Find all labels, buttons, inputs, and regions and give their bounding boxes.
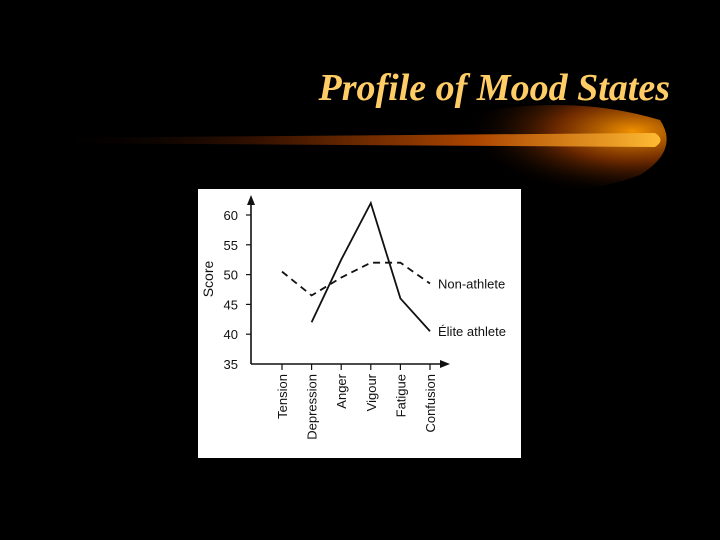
chart-panel: 35 40 45 50 55 60 Tension Depression Anger Vigou… bbox=[198, 189, 521, 458]
swoosh-bar bbox=[40, 133, 661, 147]
x-axis-arrow bbox=[440, 360, 450, 368]
x-tick-label: Anger bbox=[334, 373, 349, 408]
series-labels: Non-athlete Élite athlete bbox=[438, 277, 506, 340]
series-label: Élite athlete bbox=[438, 324, 506, 339]
x-tick-label: Tension bbox=[275, 374, 290, 419]
y-tick-label: 35 bbox=[224, 357, 238, 372]
series-line-elite-athlete bbox=[310, 200, 431, 332]
y-tick-label: 60 bbox=[224, 208, 238, 223]
chart-axes bbox=[247, 195, 450, 368]
slide-title: Profile of Mood States bbox=[318, 67, 670, 109]
y-axis-arrow bbox=[247, 195, 255, 205]
series-lines bbox=[281, 200, 431, 332]
x-tick-label: Confusion bbox=[423, 374, 438, 433]
series-line-non-athlete bbox=[281, 261, 431, 297]
x-tick-label: Fatigue bbox=[393, 374, 408, 417]
swoosh-glow bbox=[440, 105, 667, 193]
y-tick-label: 40 bbox=[224, 327, 238, 342]
mood-profile-chart: 35 40 45 50 55 60 Tension Depression Anger Vigou… bbox=[200, 195, 506, 440]
x-tick-label: Depression bbox=[305, 374, 320, 440]
series-label: Non-athlete bbox=[438, 277, 505, 292]
y-tick-label: 45 bbox=[224, 297, 238, 312]
x-ticks: Tension Depression Anger Vigour Fatigue Confu… bbox=[275, 364, 438, 440]
x-tick-label: Vigour bbox=[364, 373, 379, 411]
y-ticks: 35 40 45 50 55 60 bbox=[224, 208, 251, 372]
y-axis-title: Score bbox=[200, 261, 216, 298]
y-tick-label: 55 bbox=[224, 238, 238, 253]
y-tick-label: 50 bbox=[224, 268, 238, 283]
